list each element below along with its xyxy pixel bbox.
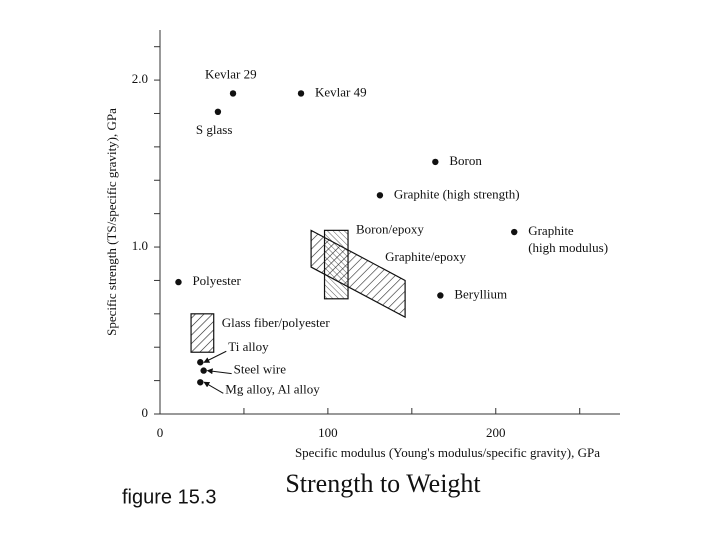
data-point bbox=[197, 379, 204, 386]
leader-arrow bbox=[203, 350, 227, 363]
y-tick-label: 2.0 bbox=[132, 71, 148, 86]
point-label: (high modulus) bbox=[528, 240, 608, 255]
region-label: Graphite/epoxy bbox=[385, 249, 466, 264]
point-label: Kevlar 49 bbox=[315, 84, 367, 99]
region-label: Boron/epoxy bbox=[356, 221, 424, 236]
caption: figure 15.3 bbox=[122, 486, 217, 508]
data-point bbox=[175, 278, 182, 286]
slide-title: Strength to Weight bbox=[285, 469, 481, 498]
data-point bbox=[297, 90, 305, 97]
y-tick-label: 1.0 bbox=[132, 238, 148, 253]
data-point bbox=[229, 90, 237, 97]
data-point bbox=[511, 228, 518, 236]
leader-arrow bbox=[203, 381, 224, 394]
data-point bbox=[200, 367, 207, 374]
point-label: Graphite bbox=[528, 223, 574, 238]
point-label: S glass bbox=[196, 122, 232, 137]
x-axis-title: Specific modulus (Young's modulus/specif… bbox=[295, 445, 600, 460]
point-label: Beryllium bbox=[454, 286, 507, 301]
point-label: Graphite (high strength) bbox=[394, 186, 520, 201]
point-label: Polyester bbox=[192, 273, 241, 288]
region bbox=[190, 313, 215, 353]
leader-arrow bbox=[206, 368, 232, 375]
region bbox=[310, 229, 406, 319]
point-label: Boron bbox=[449, 153, 482, 168]
data-point bbox=[214, 108, 222, 116]
point-label: Ti alloy bbox=[228, 339, 269, 354]
data-point bbox=[376, 192, 384, 199]
region-label: Glass fiber/polyester bbox=[222, 315, 331, 330]
point-label: Mg alloy, Al alloy bbox=[225, 381, 320, 396]
data-point bbox=[197, 359, 204, 366]
x-tick-label: 200 bbox=[486, 425, 506, 440]
x-tick-label: 0 bbox=[157, 425, 164, 440]
y-axis-title: Specific strength (TS/specific gravity),… bbox=[104, 108, 119, 336]
data-point bbox=[437, 292, 444, 299]
x-tick-label: 100 bbox=[318, 425, 338, 440]
point-label: Steel wire bbox=[234, 362, 287, 377]
data-point bbox=[432, 158, 439, 166]
y-tick-label: 0 bbox=[142, 405, 149, 420]
point-label: Kevlar 29 bbox=[205, 66, 257, 81]
